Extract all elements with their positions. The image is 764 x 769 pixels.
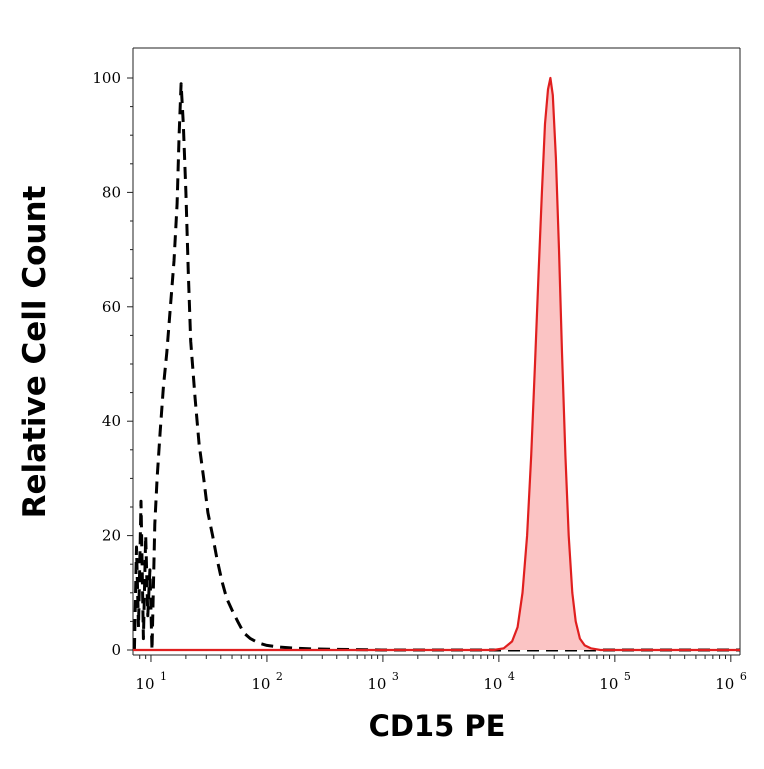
- y-tick-label: 100: [92, 69, 121, 87]
- y-tick-label: 60: [102, 298, 121, 316]
- x-tick-exponent: 4: [508, 670, 515, 683]
- axes-group: [132, 47, 741, 656]
- x-tick-exponent: 5: [624, 670, 631, 683]
- y-tick-label: 0: [111, 641, 121, 659]
- x-tick-label: 10: [599, 675, 618, 693]
- y-axis-label: Relative Cell Count: [17, 185, 53, 518]
- y-tick-label: 40: [102, 412, 121, 430]
- x-tick-label: 10: [251, 675, 270, 693]
- x-tick-exponent: 3: [392, 670, 399, 683]
- ticks-group: 0 20 40 60 80 100 10 1 10 2 10 3 10 4 10 5 10 6: [92, 69, 746, 693]
- series-0-line: [132, 82, 740, 652]
- x-tick-exponent: 1: [160, 670, 167, 683]
- series-group: [132, 76, 740, 652]
- x-tick-exponent: 2: [276, 670, 283, 683]
- series-1-line: [133, 76, 740, 652]
- x-tick-label: 10: [135, 675, 154, 693]
- x-tick-exponent: 6: [740, 670, 747, 683]
- x-axis-label: CD15 PE: [369, 709, 506, 743]
- y-tick-label: 80: [102, 183, 121, 201]
- y-tick-label: 20: [102, 527, 121, 545]
- x-tick-label: 10: [367, 675, 386, 693]
- x-tick-label: 10: [715, 675, 734, 693]
- x-tick-label: 10: [483, 675, 502, 693]
- series-1-area: [133, 78, 740, 650]
